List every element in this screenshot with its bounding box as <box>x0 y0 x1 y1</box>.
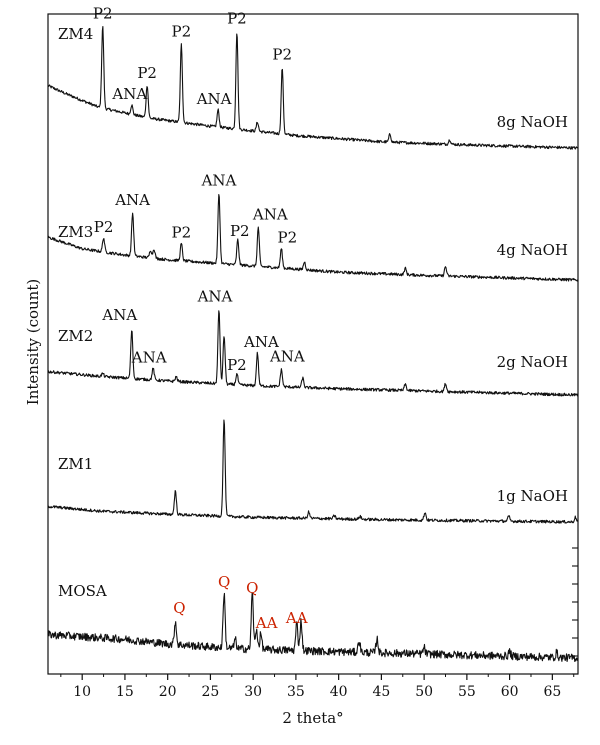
y-axis-title: Intensity (count) <box>24 279 42 405</box>
peak-label: ANA <box>252 205 288 223</box>
peak-label: AA <box>285 609 308 627</box>
peak-label: ANA <box>201 171 237 189</box>
x-tick-label: 35 <box>287 684 305 700</box>
peak-label: AA <box>255 614 278 632</box>
x-axis-tick-labels: 10 15 20 25 30 35 40 45 50 55 60 65 <box>73 684 561 700</box>
x-tick-label: 25 <box>202 684 220 700</box>
peak-label: ANA <box>111 85 147 103</box>
right-axis-ticks <box>572 547 578 675</box>
peak-label: ANA <box>197 288 233 306</box>
peak-label: P2 <box>137 64 157 82</box>
condition-label-zm3: 4g NaOH <box>497 241 568 259</box>
x-tick-label: 15 <box>116 684 134 700</box>
condition-label-zm1: 1g NaOH <box>497 487 568 505</box>
peak-label: ANA <box>114 191 150 209</box>
x-tick-label: 55 <box>458 684 476 700</box>
condition-label-zm2: 2g NaOH <box>497 353 568 371</box>
peak-label: P2 <box>172 224 192 242</box>
trace-mosa <box>47 592 579 663</box>
trace-zm1 <box>47 419 579 524</box>
series-name-zm3: ZM3 <box>58 223 93 241</box>
peak-label: P2 <box>93 4 113 22</box>
peak-label: Q <box>173 599 185 617</box>
traces <box>47 26 579 663</box>
peak-label: ANA <box>101 306 137 324</box>
peak-label: P2 <box>272 46 292 64</box>
peak-label: P2 <box>278 229 298 247</box>
series-name-zm1: ZM1 <box>58 455 93 473</box>
x-tick-label: 20 <box>159 684 177 700</box>
x-axis-ticks <box>60 674 575 680</box>
peak-label: ANA <box>243 333 279 351</box>
x-tick-label: 60 <box>501 684 519 700</box>
trace-zm2 <box>47 310 579 397</box>
peak-label: P2 <box>94 218 114 236</box>
peak-label: Q <box>246 579 258 597</box>
peak-label: P2 <box>172 22 192 40</box>
x-tick-label: 40 <box>330 684 348 700</box>
peak-label: ANA <box>131 348 167 366</box>
series-name-mosa: MOSA <box>58 582 107 600</box>
peak-label: Q <box>218 573 230 591</box>
x-tick-label: 65 <box>543 684 561 700</box>
x-tick-label: 50 <box>415 684 433 700</box>
plot-frame <box>47 13 579 675</box>
peak-label: P2 <box>230 222 250 240</box>
x-tick-label: 10 <box>73 684 91 700</box>
peak-label: ANA <box>196 90 232 108</box>
peak-label: P2 <box>227 356 247 374</box>
x-axis-title: 2 theta° <box>282 709 343 727</box>
trace-zm3 <box>47 194 579 282</box>
x-tick-label: 45 <box>372 684 390 700</box>
peak-label: ANA <box>269 348 305 366</box>
x-tick-label: 30 <box>244 684 262 700</box>
condition-label-zm4: 8g NaOH <box>497 113 568 131</box>
series-name-zm4: ZM4 <box>58 25 93 43</box>
trace-zm4 <box>47 26 579 150</box>
peak-label: P2 <box>227 10 247 28</box>
series-name-zm2: ZM2 <box>58 327 93 345</box>
